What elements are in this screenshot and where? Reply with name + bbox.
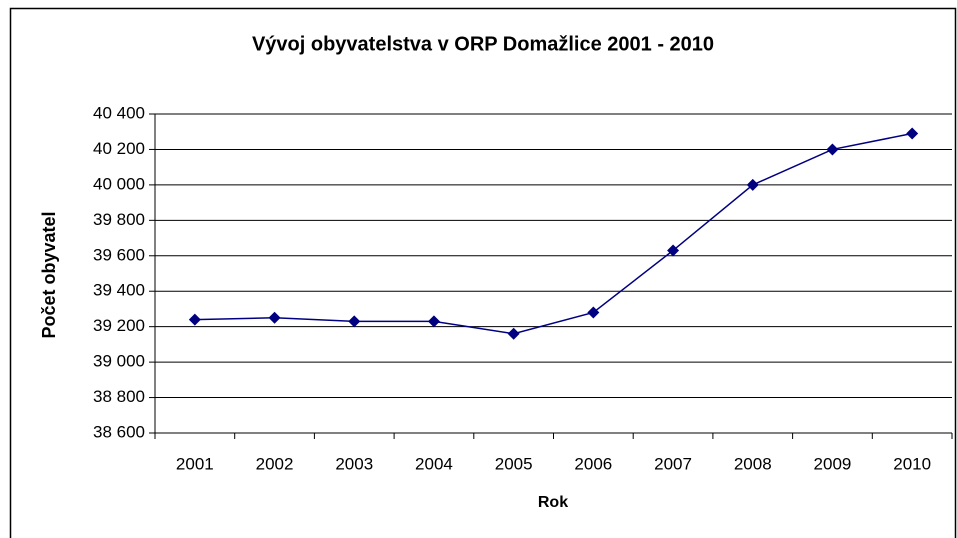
y-tick-label: 39 600 <box>93 245 145 264</box>
x-tick-label: 2006 <box>574 454 612 473</box>
y-tick-label: 40 400 <box>93 103 145 122</box>
data-point <box>507 327 520 340</box>
y-tick-label: 38 800 <box>93 387 145 406</box>
data-point <box>348 315 361 328</box>
y-tick-label: 40 200 <box>93 139 145 158</box>
chart-border <box>9 7 957 538</box>
y-tick-label: 38 600 <box>93 422 145 441</box>
x-tick-label: 2009 <box>814 454 852 473</box>
data-point <box>906 127 919 140</box>
y-axis-label: Počet obyvatel <box>39 211 59 338</box>
x-tick-label: 2008 <box>734 454 772 473</box>
x-tick-label: 2005 <box>495 454 533 473</box>
x-axis-label: Rok <box>538 494 568 511</box>
data-line <box>194 132 913 335</box>
x-tick-label: 2001 <box>176 454 214 473</box>
data-point <box>826 143 839 156</box>
x-tick-label: 2010 <box>893 454 931 473</box>
y-tick-label: 40 000 <box>93 174 145 193</box>
chart-title: Vývoj obyvatelstva v ORP Domažlice 2001 … <box>252 33 714 55</box>
x-tick-label: 2007 <box>654 454 692 473</box>
y-tick-label: 39 200 <box>93 316 145 335</box>
x-tick-label: 2002 <box>256 454 294 473</box>
y-tick-label: 39 000 <box>93 352 145 371</box>
data-point <box>268 311 281 324</box>
x-tick-label: 2003 <box>335 454 373 473</box>
data-point <box>427 315 440 328</box>
y-tick-label: 39 800 <box>93 210 145 229</box>
data-point <box>746 178 759 191</box>
y-tick-label: 39 400 <box>93 281 145 300</box>
data-point <box>667 244 680 257</box>
x-tick-label: 2004 <box>415 454 453 473</box>
data-point <box>188 313 201 326</box>
data-point <box>587 306 600 319</box>
